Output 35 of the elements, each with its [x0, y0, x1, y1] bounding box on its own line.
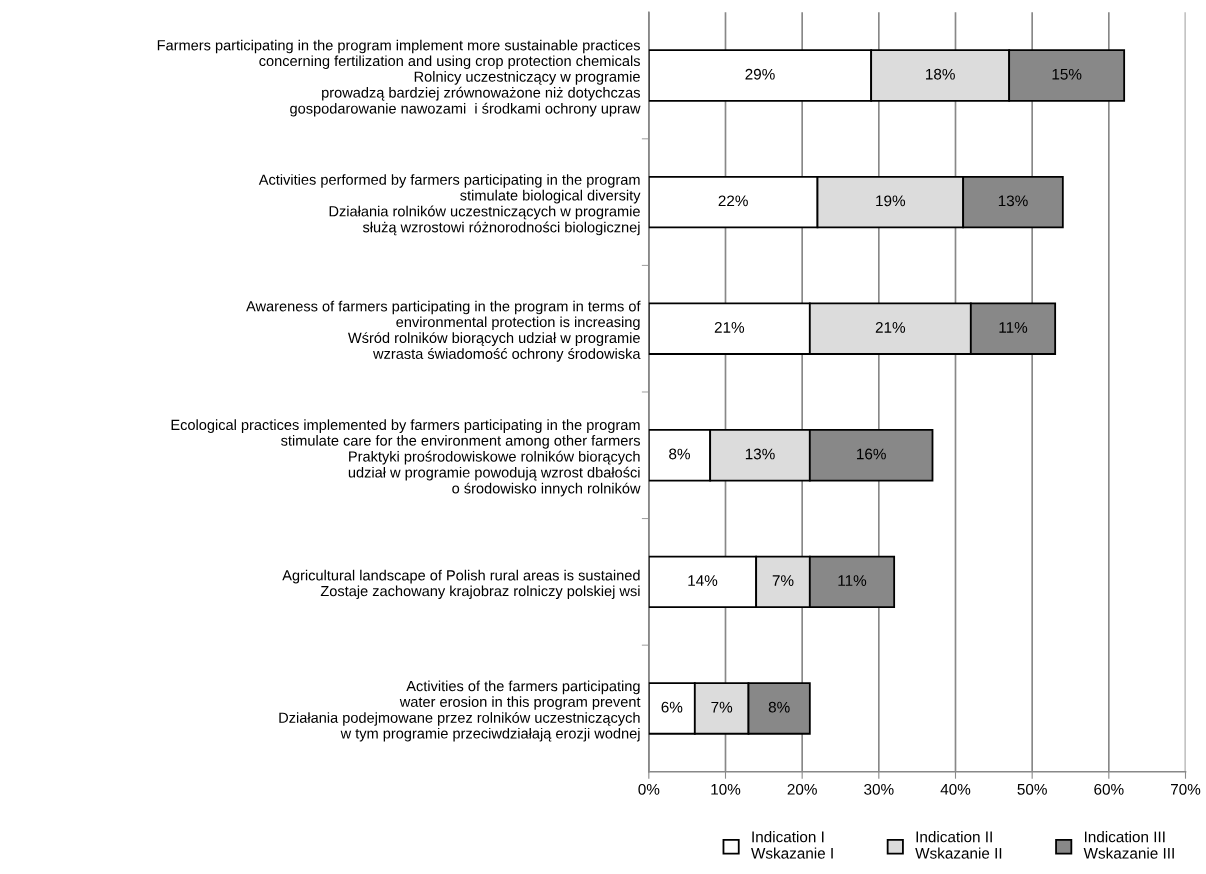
x-tick-label: 0%	[638, 783, 660, 795]
data-label: 8%	[669, 448, 690, 460]
x-tick-label: 30%	[864, 783, 894, 795]
data-label: 16%	[857, 448, 886, 460]
data-label: 29%	[745, 68, 775, 80]
data-label: 19%	[876, 195, 906, 207]
y-tick-label: Ecological practices implemented by farmers participating in the program stimulate care for the environment among other farmers Praktyki prośrodowiskowe rolników biorących udział w programie powodują wzrost dbałości o środowisko innych rolników	[171, 419, 641, 497]
x-tick-label: 50%	[1017, 783, 1047, 795]
data-label: 14%	[688, 575, 718, 586]
data-label: 8%	[768, 701, 790, 713]
x-tick-label: 60%	[1094, 783, 1124, 795]
legend-label: Indication I Wskazanie I	[751, 831, 833, 859]
data-label: 7%	[711, 701, 733, 713]
y-tick-label: Agricultural landscape of Polish rural areas is sustained Zostaje zachowany krajobraz rolniczy polskiej wsi	[282, 569, 640, 600]
legend-label: Indication II Wskazanie II	[915, 831, 1002, 859]
legend-label: Indication III Wskazanie III	[1083, 831, 1174, 859]
data-label: 13%	[745, 448, 775, 460]
y-tick-label: Awareness of farmers participating in the program in terms of environmental protection is increasing Wśród rolników biorących udział w programie wzrasta świadomość ochrony środowiska	[246, 300, 641, 362]
data-label: 7%	[772, 575, 794, 586]
data-label: 13%	[998, 195, 1028, 207]
x-tick-label: 40%	[940, 783, 971, 795]
data-label: 15%	[1052, 68, 1082, 80]
x-tick-label: 10%	[711, 783, 741, 795]
data-label: 22%	[718, 195, 748, 207]
data-label: 21%	[714, 321, 745, 333]
data-label: 11%	[999, 322, 1028, 333]
x-tick-label: 20%	[787, 783, 817, 795]
data-label: 18%	[926, 68, 955, 80]
y-tick-label: Farmers participating in the program implement more sustainable practices concerning fertilization and using crop protection chemicals Rolnicy uczestniczący w programie prowadzą bardziej zrównoważone niż dotychczas gospodarowanie nawozami i środkami ochrony upraw	[157, 39, 641, 117]
y-tick-label: Activities of the farmers participating water erosion in this program prevent Działania podejmowane przez rolników uczestniczących w tym programie przeciwdziałają erozji wodnej	[279, 680, 641, 742]
data-label: 6%	[661, 701, 683, 713]
data-label: 11%	[838, 575, 867, 586]
y-tick-label: Activities performed by farmers participating in the program stimulate biological diversity Działania rolników uczestniczących w programie służą wzrostowi różnorodności biologicznej	[258, 174, 641, 236]
x-tick-label: 70%	[1170, 783, 1201, 795]
data-label: 21%	[875, 321, 906, 333]
